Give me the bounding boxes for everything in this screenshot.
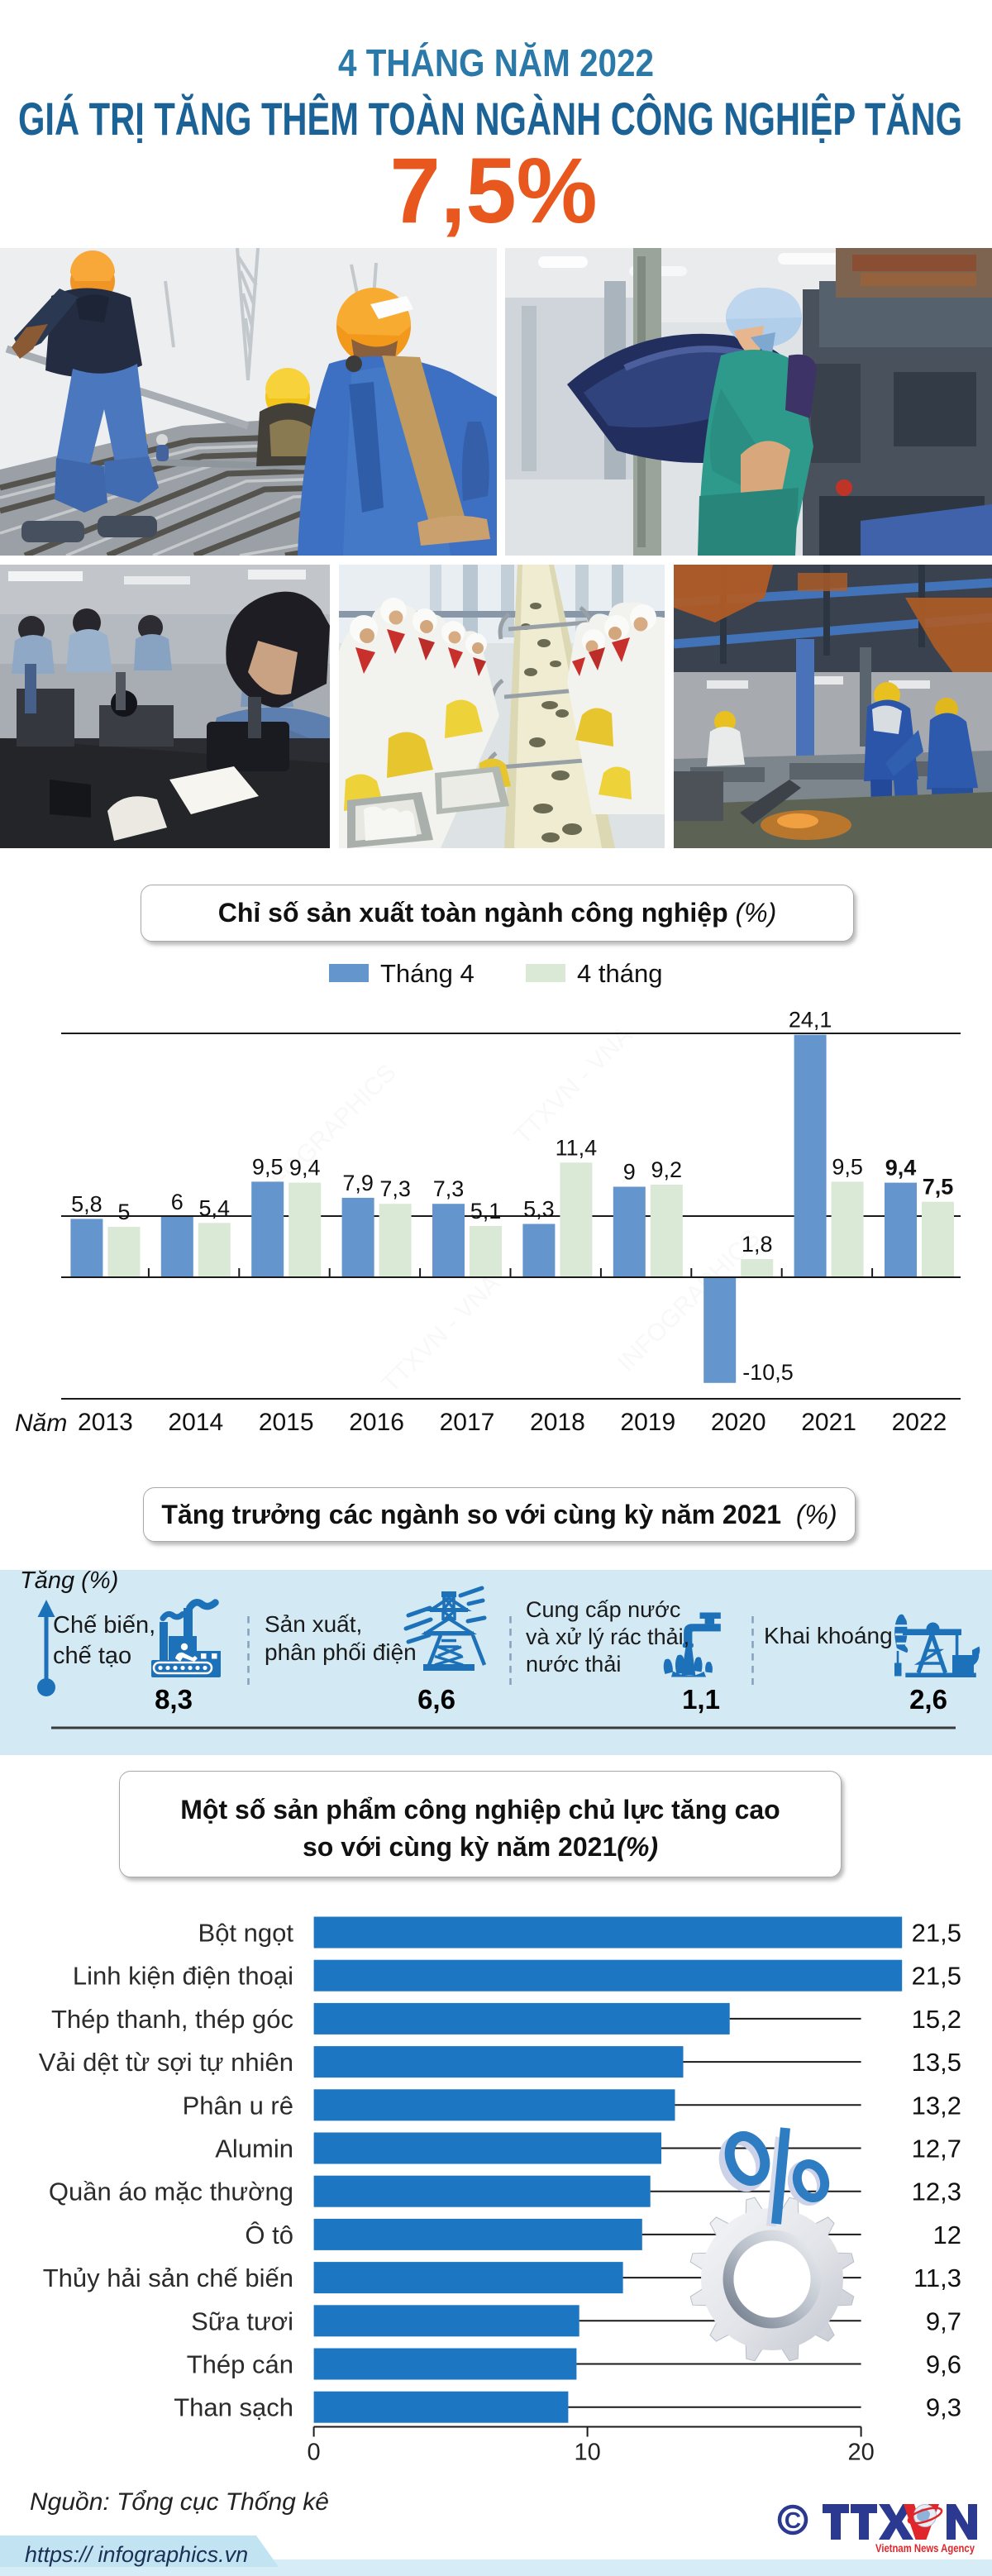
svg-text:12: 12 [933,2221,961,2249]
svg-text:2015: 2015 [259,1409,314,1436]
svg-text:Thép cán: Thép cán [187,2350,293,2379]
svg-text:2020: 2020 [711,1409,766,1436]
svg-text:5: 5 [117,1200,130,1224]
svg-text:20: 20 [847,2440,874,2466]
svg-text:11,4: 11,4 [556,1135,598,1160]
svg-text:0: 0 [308,2440,321,2466]
svg-text:5,8: 5,8 [71,1191,103,1216]
svg-text:9,4: 9,4 [885,1156,917,1181]
svg-text:TTXVN - VNA: TTXVN - VNA [509,1022,637,1150]
svg-text:2017: 2017 [440,1409,495,1436]
svg-text:2018: 2018 [530,1409,585,1436]
svg-text:Thủy hải sản chế biến: Thủy hải sản chế biến [43,2264,293,2292]
svg-text:7,3: 7,3 [379,1176,411,1201]
svg-text:6: 6 [171,1190,184,1214]
svg-text:Quần áo mặc thường: Quần áo mặc thường [49,2178,293,2206]
svg-text:1,8: 1,8 [742,1232,773,1257]
svg-text:4 THÁNG NĂM 2022: 4 THÁNG NĂM 2022 [338,41,654,84]
svg-text:7,5%: 7,5% [390,139,598,242]
svg-text:15,2: 15,2 [912,2005,961,2034]
svg-text:Năm: Năm [15,1410,67,1437]
svg-text:21,5: 21,5 [912,1919,961,1948]
svg-text:2021: 2021 [801,1409,856,1436]
svg-text:-10,5: -10,5 [742,1360,794,1385]
svg-text:Vải dệt từ sợi tự nhiên: Vải dệt từ sợi tự nhiên [39,2048,293,2077]
svg-text:5,3: 5,3 [523,1197,555,1222]
svg-text:9,2: 9,2 [651,1157,683,1182]
svg-text:9,4: 9,4 [289,1156,321,1181]
svg-text:2014: 2014 [168,1409,223,1436]
svg-text:Thép thanh, thép góc: Thép thanh, thép góc [51,2005,293,2034]
svg-text:Bột ngọt: Bột ngọt [198,1919,294,1948]
svg-text:Phân u rê: Phân u rê [183,2091,293,2120]
svg-text:GIÁ TRỊ TĂNG THÊM TOÀN NGÀNH C: GIÁ TRỊ TĂNG THÊM TOÀN NGÀNH CÔNG NGHIỆP… [18,93,962,145]
svg-text:C: C [785,2507,801,2533]
svg-text:9,6: 9,6 [926,2350,961,2379]
svg-text:Alumin: Alumin [215,2135,293,2163]
svg-text:Ô tô: Ô tô [245,2221,293,2249]
svg-text:9,5: 9,5 [832,1154,863,1179]
svg-text:2016: 2016 [349,1409,404,1436]
svg-text:Than sạch: Than sạch [174,2393,293,2422]
svg-text:Linh kiện điện thoại: Linh kiện điện thoại [73,1962,293,1991]
svg-text:2013: 2013 [78,1409,133,1436]
svg-text:5,1: 5,1 [470,1199,502,1224]
svg-text:TTXVN - VNA: TTXVN - VNA [377,1270,505,1398]
svg-text:7,3: 7,3 [433,1176,465,1201]
svg-text:12,3: 12,3 [912,2178,961,2206]
svg-text:12,7: 12,7 [912,2135,961,2163]
svg-text:13,5: 13,5 [912,2048,961,2077]
svg-text:13,2: 13,2 [912,2091,961,2120]
svg-text:24,1: 24,1 [789,1008,832,1033]
svg-text:10: 10 [574,2440,600,2466]
svg-text:9,7: 9,7 [926,2306,961,2335]
svg-text:11,3: 11,3 [913,2264,961,2292]
svg-text:7,5: 7,5 [923,1175,954,1200]
svg-text:9,5: 9,5 [252,1154,284,1179]
svg-text:Vietnam News Agency: Vietnam News Agency [875,2541,975,2555]
svg-text:5,4: 5,4 [199,1195,231,1220]
svg-text:9,3: 9,3 [926,2393,961,2422]
svg-text:21,5: 21,5 [912,1962,961,1991]
svg-text:7,9: 7,9 [342,1171,374,1195]
svg-text:Sữa tươi: Sữa tươi [191,2306,293,2335]
svg-text:9: 9 [623,1160,636,1185]
svg-text:2022: 2022 [892,1409,947,1436]
svg-text:2019: 2019 [620,1409,675,1436]
